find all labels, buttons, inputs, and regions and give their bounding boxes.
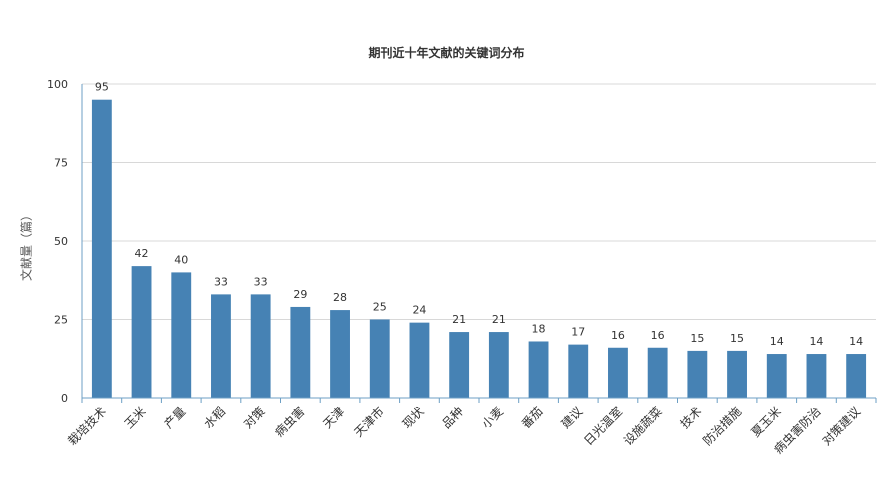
label-layer: 95 42 40 33 33 29 28 25 24 21 21 18 17 16 16 15 15 14 14 14 — [95, 81, 863, 348]
bar — [449, 332, 470, 398]
bar — [488, 332, 509, 398]
data-label: 28 — [333, 291, 347, 304]
data-label: 16 — [651, 329, 665, 342]
y-tick-label: 50 — [54, 235, 68, 248]
data-label: 14 — [809, 335, 823, 348]
grid-layer — [82, 83, 876, 320]
data-label: 40 — [174, 253, 188, 266]
x-tick-label: 天津 — [320, 404, 347, 431]
data-label: 15 — [690, 332, 704, 345]
y-tick-label: 0 — [61, 392, 68, 405]
data-label: 42 — [135, 247, 149, 260]
data-label: 33 — [254, 275, 268, 288]
data-label: 29 — [293, 288, 307, 301]
data-label: 25 — [373, 301, 387, 314]
y-axis-label: 文献量（篇） — [19, 208, 34, 282]
data-label: 24 — [412, 304, 426, 317]
x-tick-label: 对策建议 — [819, 404, 863, 448]
data-label: 21 — [492, 313, 506, 326]
bar — [647, 347, 668, 398]
data-label: 33 — [214, 275, 228, 288]
bar — [568, 344, 589, 398]
bar — [608, 347, 628, 398]
data-label: 14 — [770, 335, 784, 348]
x-tick-label: 水稻 — [201, 404, 228, 431]
y-tick-label: 100 — [47, 78, 68, 91]
x-tick-label: 建议 — [558, 404, 585, 431]
bar — [91, 99, 112, 398]
bar — [211, 294, 231, 398]
data-label: 18 — [532, 322, 546, 335]
data-label: 95 — [95, 81, 109, 94]
x-tick-label: 番茄 — [519, 404, 546, 431]
x-tick-label: 技术 — [678, 404, 705, 431]
bar — [528, 341, 549, 398]
x-tick-label: 设施蔬菜 — [621, 404, 665, 448]
y-tick-label: 75 — [54, 157, 68, 170]
data-label: 17 — [571, 326, 585, 339]
x-tick-label: 病虫害 — [271, 404, 307, 440]
bar — [409, 322, 430, 398]
data-label: 14 — [849, 335, 863, 348]
x-tick-label: 小麦 — [479, 404, 506, 431]
bar — [171, 272, 192, 398]
x-tick-label: 对策 — [241, 404, 268, 431]
x-tick-label: 产量 — [161, 404, 188, 431]
bar — [250, 294, 271, 398]
bar — [131, 266, 152, 398]
bar-layer — [91, 99, 867, 398]
data-label: 21 — [452, 313, 466, 326]
bar — [369, 319, 390, 398]
bar — [727, 350, 747, 398]
axis-layer: 0 25 50 75 100 栽培技术 玉米 产量 水稻 对策 病虫害 天津 天津市 现状 品种 小麦 番茄 建议… — [47, 78, 877, 457]
chart-title: 期刊近十年文献的关键词分布 — [368, 46, 525, 60]
x-tick-label: 栽培技术 — [64, 404, 109, 449]
x-tick-label: 夏玉米 — [749, 404, 784, 439]
bar — [806, 354, 827, 398]
x-tick-label: 玉米 — [122, 404, 149, 431]
data-label: 16 — [611, 329, 625, 342]
y-tick-label: 25 — [54, 314, 68, 327]
x-tick-label: 防治措施 — [700, 404, 745, 449]
x-tick-label: 品种 — [439, 404, 466, 431]
bar — [330, 310, 350, 398]
x-tick-label: 天津市 — [351, 404, 387, 440]
x-tick-label: 日光温室 — [581, 404, 626, 449]
bar — [687, 350, 708, 398]
data-label: 15 — [730, 332, 744, 345]
bar — [846, 354, 867, 398]
bar — [290, 306, 311, 398]
x-tick-label: 现状 — [400, 404, 427, 431]
bar — [766, 354, 787, 398]
